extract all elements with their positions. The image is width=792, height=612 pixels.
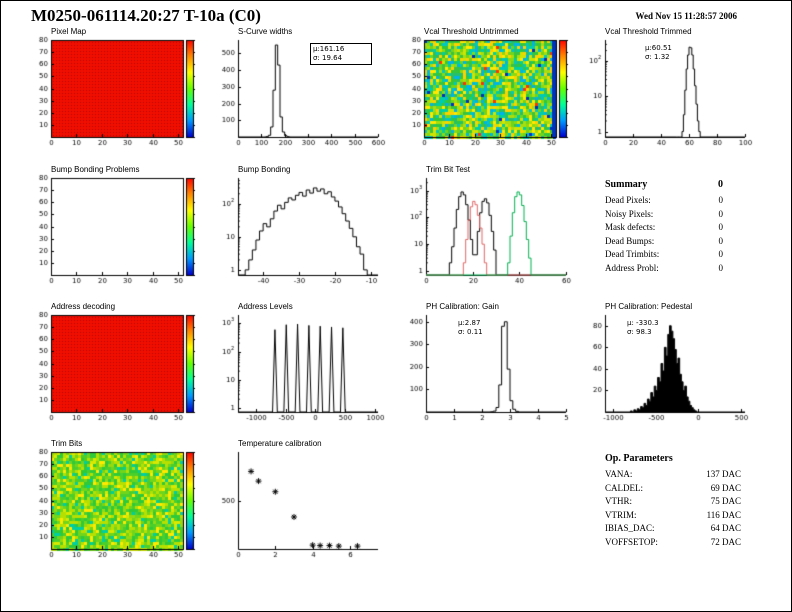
panel-trim-bits: Trim Bits (27, 439, 217, 567)
bump-bonding-histogram (212, 173, 402, 291)
op-parameter-row: VTRIM: 116 DAC (605, 509, 741, 520)
stats-box: μ:161.16 σ: 19.64 (310, 43, 372, 65)
summary-row: Dead Trimbits: 0 (605, 249, 723, 259)
stats-box: μ:2.87 σ: 0.11 (456, 318, 485, 338)
page-title: M0250-061114.20:27 T-10a (C0) (31, 6, 261, 25)
panel-bump-bonding-problems: Bump Bonding Problems (27, 165, 217, 293)
stat-sigma: σ: 1.32 (645, 53, 670, 61)
chart-title: Trim Bit Test (426, 165, 471, 174)
stats-box: μ: -330.3 σ: 98.3 (625, 318, 661, 338)
ph-gain-histogram (400, 310, 590, 428)
address-levels-histogram (212, 310, 402, 428)
vcal-untrimmed-heatmap (400, 35, 590, 153)
stat-sigma: σ: 19.64 (313, 54, 343, 62)
op-parameter-row: CALDEL: 69 DAC (605, 482, 741, 493)
panel-address-decoding: Address decoding (27, 302, 217, 430)
op-parameters-panel: Op. Parameters VANA: 137 DAC CALDEL: 69 DA… (605, 453, 741, 547)
summary-panel: Summary 0 Dead Pixels: 0 Noisy Pixels: 0 M… (605, 179, 723, 273)
panel-address-levels: Address Levels (212, 302, 402, 430)
summary-row: Address Probl: 0 (605, 262, 723, 273)
chart-title: Temperature calibration (238, 439, 322, 448)
panel-ph-calibration-gain: PH Calibration: Gain μ:2.87 σ: 0.11 (400, 302, 590, 430)
chart-title: Pixel Map (51, 27, 87, 36)
panel-temperature-calibration: Temperature calibration (212, 439, 402, 567)
summary-total: 0 (718, 179, 723, 190)
summary-row: Dead Bumps: 0 (605, 235, 723, 246)
chart-title: Vcal Threshold Untrimmed (424, 27, 519, 36)
chart-title: S-Curve widths (238, 27, 293, 36)
op-parameter-row: IBIAS_DAC: 64 DAC (605, 523, 741, 533)
summary-row: Noisy Pixels: 0 (605, 208, 723, 219)
op-parameter-row: VANA: 137 DAC (605, 469, 741, 479)
summary-title: Summary (605, 179, 648, 190)
panel-vcal-threshold-untrimmed: Vcal Threshold Untrimmed (400, 27, 590, 155)
panel-trim-bit-test: Trim Bit Test (400, 165, 590, 293)
stat-mu: μ: -330.3 (627, 319, 659, 327)
summary-row: Dead Pixels: 0 (605, 195, 723, 205)
panel-bump-bonding: Bump Bonding (212, 165, 402, 293)
ph-pedestal-histogram (579, 310, 769, 428)
chart-title: Address Levels (238, 302, 293, 311)
chart-title: Bump Bonding Problems (51, 165, 140, 174)
chart-title: PH Calibration: Pedestal (605, 302, 693, 311)
panel-pixel-map: Pixel Map (27, 27, 217, 155)
op-parameter-row: VOFFSETOP: 72 DAC (605, 536, 741, 547)
trim-bit-test-histograms (400, 173, 590, 291)
chart-title: Address decoding (51, 302, 116, 311)
chart-title: Vcal Threshold Trimmed (605, 27, 692, 36)
temperature-calibration-scatter (212, 447, 402, 565)
vcal-trimmed-histogram (579, 35, 769, 153)
stat-sigma: σ: 98.3 (627, 328, 652, 336)
stat-sigma: σ: 0.11 (458, 328, 483, 336)
panel-scurve-widths: S-Curve widths μ:161.16 σ: 19.64 (212, 27, 402, 155)
address-decoding-heatmap (27, 310, 217, 428)
stat-mu: μ:2.87 (458, 319, 481, 327)
summary-row: Mask defects: 0 (605, 222, 723, 232)
panel-vcal-threshold-trimmed: Vcal Threshold Trimmed μ:60.51 σ: 1.32 (579, 27, 769, 155)
trim-bits-heatmap (27, 447, 217, 565)
op-parameter-row: VTHR: 75 DAC (605, 496, 741, 506)
bump-bonding-problems-heatmap (27, 173, 217, 291)
timestamp: Wed Nov 15 11:28:57 2006 (635, 11, 737, 21)
panel-ph-calibration-pedestal: PH Calibration: Pedestal μ: -330.3 σ: 98… (579, 302, 769, 430)
op-parameters-title: Op. Parameters (605, 453, 673, 464)
chart-title: PH Calibration: Gain (426, 302, 499, 311)
pixel-map-heatmap (27, 35, 217, 153)
stats-box: μ:60.51 σ: 1.32 (643, 43, 674, 63)
chart-title: Bump Bonding (238, 165, 291, 174)
chart-title: Trim Bits (51, 439, 83, 448)
stat-mu: μ:161.16 (313, 45, 345, 53)
stat-mu: μ:60.51 (645, 44, 672, 52)
scurve-widths-histogram (212, 35, 402, 153)
